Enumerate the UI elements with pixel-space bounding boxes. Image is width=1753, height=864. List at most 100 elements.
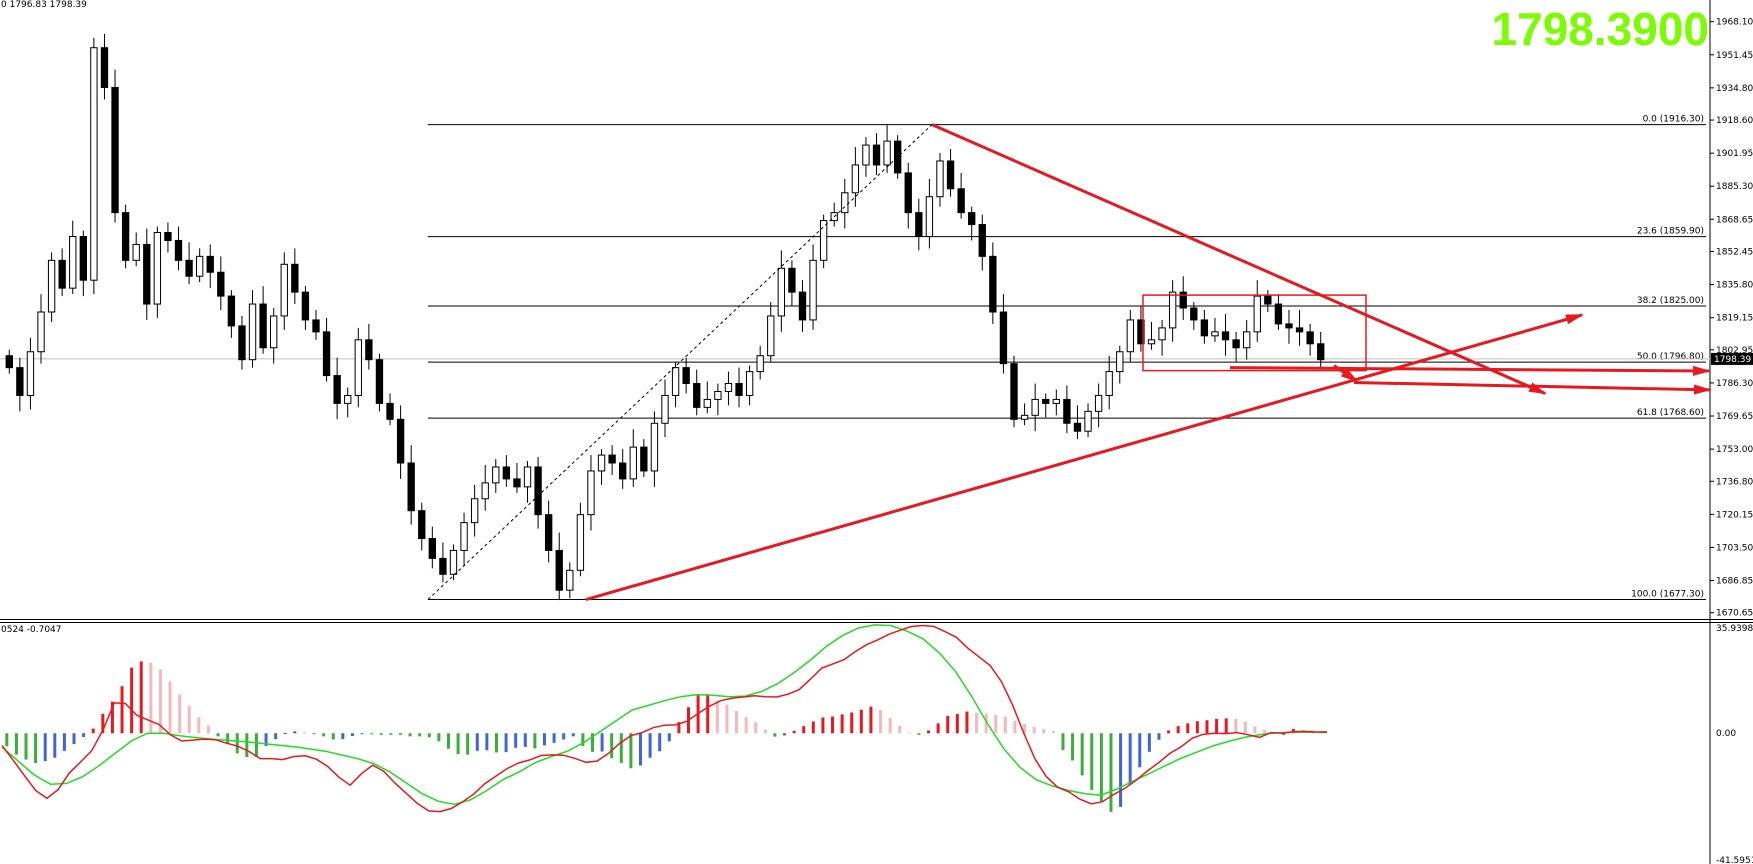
bear-candle	[333, 375, 341, 404]
bear-candle	[1221, 331, 1230, 341]
macd-axis-label: 0.00	[1716, 729, 1736, 739]
macd-histogram-bar	[14, 733, 18, 755]
macd-histogram-bar	[735, 710, 739, 734]
bull-candle	[925, 196, 934, 237]
macd-histogram-bar	[927, 730, 931, 734]
macd-histogram-bar	[725, 704, 729, 734]
macd-histogram-bar	[302, 732, 306, 734]
macd-histogram-bar	[1282, 733, 1286, 736]
bull-candle	[1126, 319, 1135, 353]
bear-candle	[798, 291, 807, 321]
macd-histogram-bar	[619, 733, 623, 763]
bear-candle	[608, 454, 616, 464]
price-tick-label: 1885.30	[1716, 182, 1753, 192]
bear-candle	[946, 160, 955, 190]
macd-histogram-bar	[840, 714, 844, 734]
bull-candle	[1031, 398, 1039, 416]
price-tick-label: 1703.50	[1716, 543, 1753, 553]
macd-histogram-bar	[408, 733, 412, 737]
price-tick-label: 1670.65	[1716, 609, 1753, 619]
macd-histogram-bar	[53, 733, 57, 758]
bull-candle	[90, 47, 98, 281]
bear-candle	[1073, 422, 1082, 432]
bear-candle	[555, 549, 563, 591]
macd-histogram-bar	[110, 701, 114, 734]
macd-histogram-bar	[101, 713, 105, 734]
bear-candle	[396, 418, 405, 464]
macd-histogram-bar	[360, 733, 364, 735]
bear-candle	[217, 271, 225, 297]
lower-horizontal-arrow	[1353, 381, 1712, 395]
macd-histogram-bar	[1061, 733, 1065, 750]
macd-histogram-bar	[178, 694, 182, 734]
macd-histogram-bar	[936, 723, 940, 734]
bull-candle	[650, 422, 659, 472]
bear-candle	[534, 466, 542, 516]
fib-level-label: 0.0 (1916.30)	[1643, 115, 1704, 125]
macd-histogram-bar	[322, 733, 326, 737]
macd-histogram-bar	[283, 732, 287, 734]
macd-histogram-bar	[792, 730, 796, 734]
consolidation-box	[1142, 294, 1367, 372]
bear-candle	[1232, 339, 1240, 349]
price-tick-label: 1802.95	[1716, 346, 1753, 356]
bear-candle	[999, 311, 1008, 365]
bull-candle	[1084, 410, 1092, 432]
macd-main-line	[1, 624, 1328, 813]
bull-candle	[777, 267, 786, 317]
price-tick-label: 1918.60	[1716, 116, 1753, 126]
bear-candle	[185, 259, 193, 277]
bear-candle	[682, 367, 690, 385]
macd-histogram-bar	[1195, 721, 1199, 734]
macd-histogram-bar	[1080, 733, 1084, 776]
small-down-arrow	[1333, 364, 1359, 383]
macd-histogram-bar	[590, 733, 594, 752]
bear-candle	[386, 402, 394, 420]
bear-candle	[1042, 398, 1050, 404]
bear-candle	[1264, 295, 1272, 305]
bear-candle	[227, 295, 236, 327]
macd-histogram-bar	[514, 733, 518, 748]
bull-candle	[1116, 351, 1124, 373]
bear-candle	[1063, 398, 1071, 424]
bear-candle	[915, 212, 923, 237]
macd-readout: 0524 -0.7047	[1, 625, 62, 635]
macd-histogram-bar	[869, 706, 873, 734]
bear-candle	[121, 212, 130, 261]
bear-candle	[957, 188, 965, 214]
macd-histogram-bar	[446, 733, 450, 749]
macd-histogram-bar	[1176, 726, 1180, 734]
macd-histogram-bar	[24, 733, 28, 760]
macd-histogram-bar	[1128, 733, 1132, 785]
bear-candle	[693, 383, 701, 408]
price-tick-label: 1753.00	[1716, 445, 1753, 455]
macd-histogram-bar	[1205, 720, 1209, 734]
macd-histogram-bar	[1147, 733, 1151, 752]
macd-histogram-bar	[1215, 719, 1219, 734]
macd-histogram-bar	[677, 722, 681, 734]
bull-candle	[481, 482, 489, 500]
macd-histogram-bar	[274, 733, 278, 740]
fib-level-label: 50.0 (1796.80)	[1637, 352, 1704, 362]
fib-level-label: 100.0 (1677.30)	[1631, 590, 1704, 600]
bear-candle	[1295, 327, 1304, 333]
bull-candle	[883, 140, 891, 166]
macd-histogram-bar	[139, 661, 143, 734]
macd-histogram-bar	[821, 717, 825, 734]
macd-histogram-bar	[1032, 727, 1036, 734]
macd-histogram-bar	[43, 733, 47, 762]
price-tick-label: 1736.80	[1716, 477, 1753, 487]
macd-histogram-bar	[120, 686, 124, 734]
macd-histogram-bar	[72, 733, 76, 745]
bear-candle	[502, 466, 511, 480]
macd-histogram-bar	[475, 733, 479, 751]
macd-histogram-bar	[1109, 733, 1113, 812]
macd-histogram-bar	[504, 733, 508, 753]
price-tick-label: 1769.65	[1716, 412, 1753, 422]
macd-histogram-bar	[811, 721, 815, 734]
price-tick-label: 1835.80	[1716, 281, 1753, 291]
macd-histogram-bar	[5, 733, 9, 747]
macd-histogram-bar	[975, 712, 979, 734]
